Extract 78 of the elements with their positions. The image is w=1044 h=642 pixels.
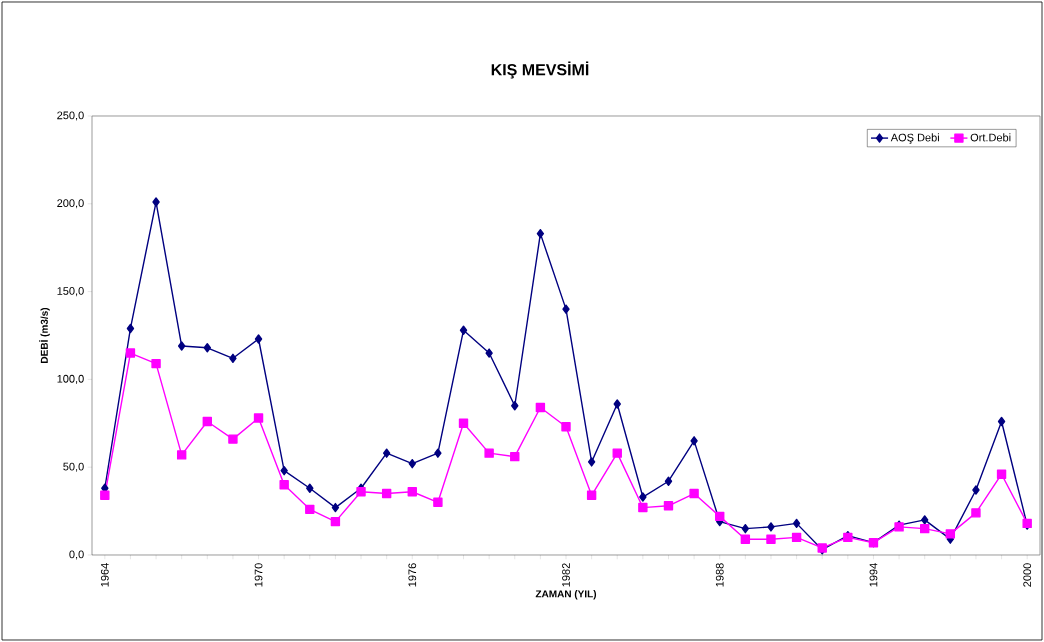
x-axis-title: ZAMAN (YIL): [535, 590, 597, 600]
point: [407, 487, 417, 497]
point: [306, 483, 314, 493]
x-tick-label: 1970: [254, 563, 263, 587]
point: [791, 532, 802, 543]
y-tick-label: 200,0: [57, 199, 84, 209]
x-tick-label: 1994: [869, 563, 878, 587]
point: [535, 402, 546, 413]
point: [971, 508, 981, 518]
point: [715, 511, 725, 522]
point: [177, 341, 186, 351]
x-tick-label: 1964: [100, 563, 109, 587]
point: [689, 488, 699, 499]
point: [331, 502, 340, 513]
point: [202, 416, 212, 427]
chart-title: KIŞ MEVSİMİ: [491, 61, 589, 79]
point: [381, 488, 392, 499]
legend-label: AOŞ Debi: [890, 133, 939, 144]
point: [766, 534, 776, 544]
point: [612, 448, 622, 458]
point: [484, 448, 494, 458]
point: [100, 490, 110, 500]
point: [330, 516, 341, 527]
x-tick-label: 1988: [715, 563, 724, 587]
point: [511, 401, 519, 411]
point: [485, 348, 493, 358]
point: [741, 523, 750, 534]
point: [228, 434, 238, 444]
point: [586, 490, 597, 500]
point: [151, 358, 161, 369]
x-tick-label: 2000: [1023, 563, 1032, 587]
point: [792, 518, 801, 529]
point: [613, 399, 621, 409]
point: [176, 450, 187, 460]
point: [740, 534, 751, 544]
point: [152, 197, 160, 207]
point: [229, 353, 237, 364]
point: [690, 436, 698, 446]
point: [920, 523, 930, 534]
x-tick-label: 1982: [562, 563, 570, 587]
point: [561, 422, 571, 432]
y-axis-title: DEBİ (m3/s): [39, 307, 50, 363]
point: [459, 325, 468, 335]
x-tick-label: 1976: [408, 563, 417, 587]
point: [254, 334, 263, 344]
point: [356, 487, 366, 497]
legend-label: Ort.Debi: [970, 133, 1011, 142]
y-tick-label: 50,0: [63, 462, 84, 472]
point: [434, 448, 442, 458]
point: [203, 343, 211, 353]
y-tick-label: 0,0: [69, 550, 84, 560]
point: [126, 323, 135, 334]
point: [996, 469, 1007, 479]
point: [510, 451, 520, 462]
y-tick-label: 250,0: [57, 111, 84, 121]
point: [253, 413, 264, 423]
point: [972, 485, 980, 495]
point: [433, 497, 443, 508]
point: [664, 476, 673, 486]
point: [767, 522, 775, 532]
point: [408, 458, 416, 469]
y-tick-label: 150,0: [57, 287, 84, 297]
point: [458, 418, 469, 428]
point: [587, 457, 596, 467]
point: [382, 448, 391, 458]
point: [638, 502, 648, 513]
point: [921, 515, 929, 525]
point: [280, 466, 288, 476]
point: [997, 416, 1006, 427]
y-tick-label: 100,0: [57, 374, 84, 384]
point: [945, 529, 956, 539]
point: [279, 480, 289, 490]
point: [125, 348, 136, 358]
point: [305, 504, 315, 515]
point: [663, 501, 674, 511]
point: [639, 492, 647, 502]
point: [536, 228, 545, 239]
point: [562, 304, 570, 314]
